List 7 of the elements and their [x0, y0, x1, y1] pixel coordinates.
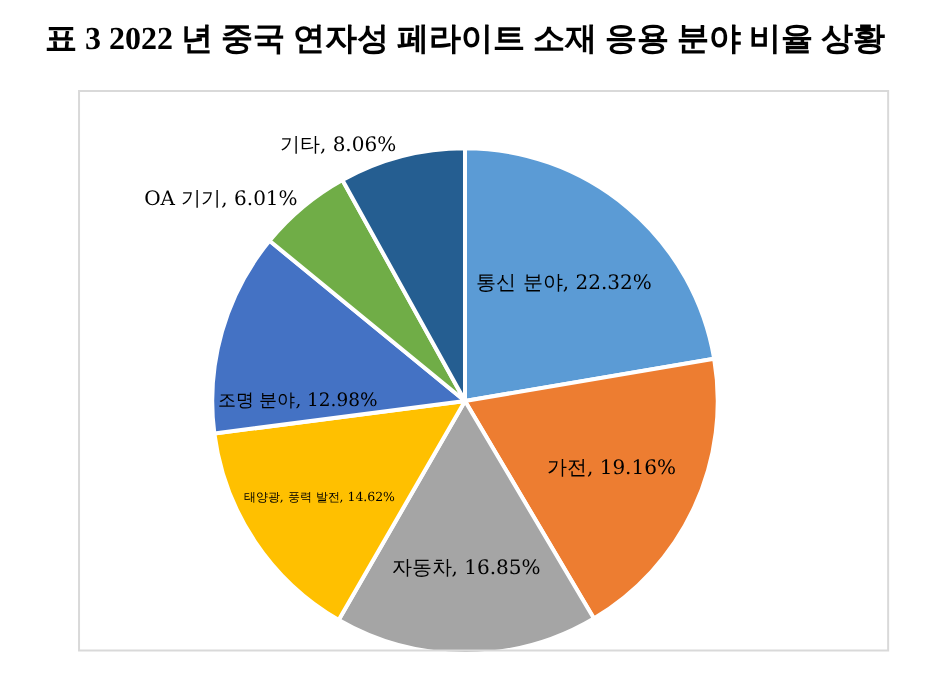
chart-title: 표 3 2022 년 중국 연자성 페라이트 소재 응용 분야 비율 상황 — [45, 23, 885, 58]
slice-label: 가전, 19.16% — [546, 457, 676, 480]
slice-label: 통신 분야, 22.32% — [476, 272, 652, 295]
slice-label: 기타, 8.06% — [279, 135, 397, 158]
slice-label: 자동차, 16.85% — [391, 557, 541, 580]
slice-label: 조명 분야, 12.98% — [217, 389, 378, 412]
slice-label: OA 기기, 6.01% — [144, 189, 298, 212]
